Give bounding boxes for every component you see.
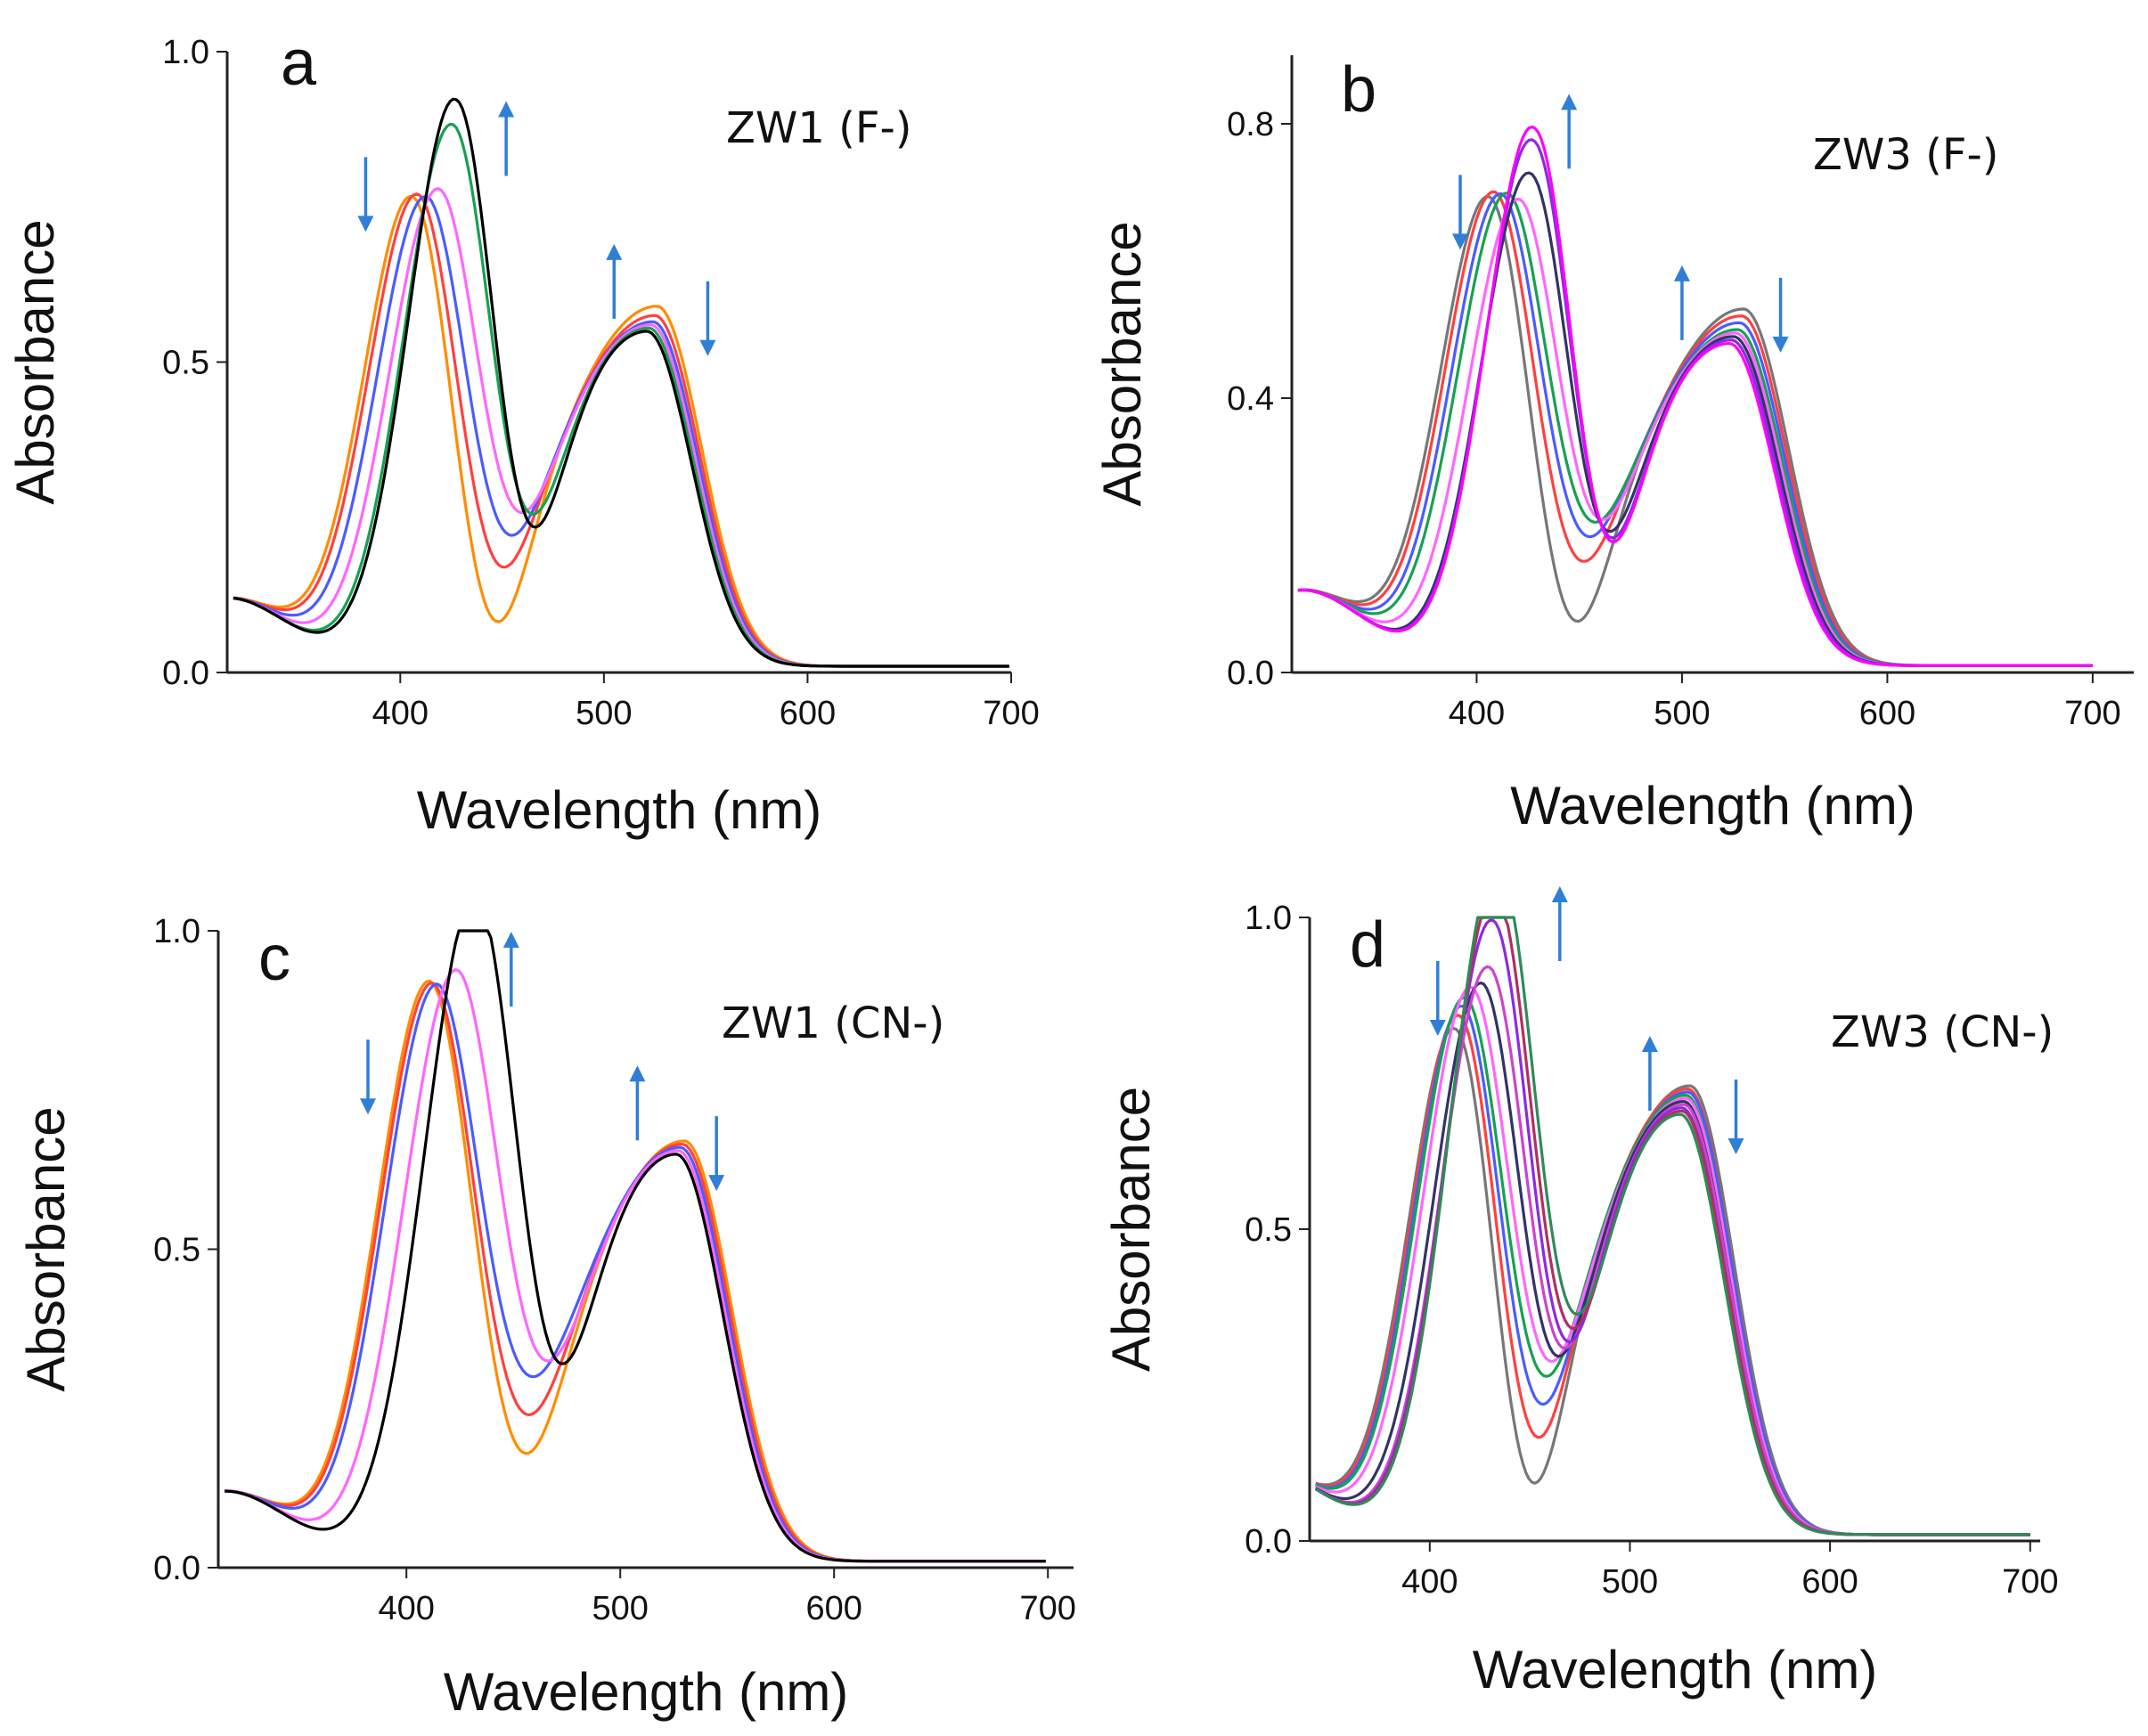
y-tick-label: 0.5 [162, 345, 209, 382]
y-tick-label: 0.0 [162, 655, 209, 692]
trend-arrow-down [708, 1116, 725, 1192]
trend-arrow-down [1772, 277, 1789, 353]
trend-arrow-down [1452, 175, 1468, 250]
series-line-step-4 [233, 122, 1009, 668]
y-tick-label: 1.0 [162, 34, 209, 71]
trend-arrow-up [1561, 94, 1578, 169]
series-line-0-eq [225, 979, 1046, 1563]
y-axis-title: Absorbance [5, 219, 65, 504]
panel-b: 400 500 600 700 0.0 0.4 0.8 Wavelength (nm) Abso… [1092, 54, 2134, 835]
series-line-excess [1314, 916, 2030, 1536]
x-tick-label: 500 [1602, 1563, 1658, 1601]
y-tick-label: 0.0 [153, 1550, 200, 1587]
y-tick-label: 0.5 [1245, 1211, 1292, 1249]
series-line-step-5 [1314, 981, 2030, 1536]
trend-arrow-down [699, 281, 716, 356]
y-tick-label: 0.5 [153, 1232, 200, 1269]
trend-arrow-up [629, 1065, 646, 1141]
y-tick-label: 0.0 [1245, 1523, 1292, 1561]
x-tick-label: 700 [2064, 695, 2120, 732]
panel-letter: b [1341, 54, 1376, 126]
compound-label: ZW3 (F-) [1813, 130, 1999, 180]
x-tick-label: 500 [1654, 695, 1710, 732]
trend-arrow-up [1673, 265, 1690, 340]
x-tick-label: 700 [2002, 1563, 2058, 1601]
y-axis-title: Absorbance [1101, 1087, 1161, 1372]
panel-letter: a [281, 28, 317, 99]
y-tick-label: 1.0 [153, 913, 200, 950]
panel-letter: c [258, 923, 290, 994]
panel-c: 400 500 600 700 0.0 0.5 1.0 Wavelength (nm) Abso… [16, 913, 1076, 1722]
x-tick-label: 600 [780, 695, 836, 732]
trend-arrow-down [360, 1039, 376, 1115]
x-axis-title: Wavelength (nm) [417, 780, 822, 840]
y-axis-title: Absorbance [16, 1106, 76, 1391]
trend-arrow-up [606, 243, 623, 319]
series-line-step-3 [225, 968, 1046, 1563]
x-tick-label: 500 [592, 1590, 648, 1627]
trend-arrow-down [1727, 1080, 1744, 1154]
x-tick-label: 600 [805, 1590, 862, 1627]
series-line-step-4 [1297, 197, 2093, 667]
x-tick-label: 700 [1019, 1590, 1075, 1627]
y-tick-label: 0.4 [1227, 380, 1274, 418]
x-tick-label: 400 [1449, 695, 1505, 732]
trend-arrow-up [498, 101, 515, 176]
series-line-excess [225, 929, 1046, 1563]
x-axis-title: Wavelength (nm) [444, 1662, 849, 1722]
x-axis-title: Wavelength (nm) [1473, 1640, 1878, 1699]
compound-label: ZW3 (CN-) [1831, 1007, 2054, 1057]
x-tick-label: 400 [378, 1590, 434, 1627]
x-tick-label: 500 [576, 695, 632, 732]
panel-d: 400 500 600 700 0.0 0.5 1.0 Wavelength (nm) Abso… [1101, 886, 2058, 1699]
panel-a: 400 500 600 700 0.0 0.5 1.0 Wavelength (nm) Abso… [5, 28, 1040, 840]
trend-arrow-up [502, 932, 519, 1007]
series-line-excess [233, 97, 1009, 668]
y-tick-label: 0.8 [1227, 106, 1274, 143]
x-tick-label: 600 [1801, 1563, 1858, 1601]
trend-arrow-down [1429, 961, 1446, 1036]
panel-letter: d [1350, 909, 1385, 981]
y-tick-label: 1.0 [1245, 900, 1292, 937]
trend-arrow-down [357, 157, 374, 232]
x-tick-label: 600 [1859, 695, 1915, 732]
series-line-excess [1297, 125, 2093, 667]
trend-arrow-up [1551, 886, 1568, 961]
x-axis-title: Wavelength (nm) [1510, 776, 1915, 835]
x-tick-label: 700 [983, 695, 1039, 732]
x-tick-label: 400 [372, 695, 429, 732]
trend-arrow-up [1641, 1036, 1658, 1111]
y-tick-label: 0.0 [1227, 655, 1274, 692]
x-tick-label: 400 [1401, 1563, 1458, 1601]
y-axis-title: Absorbance [1092, 221, 1152, 506]
series-line-step-6 [1297, 138, 2093, 667]
series-line-step-4 [1315, 985, 2030, 1536]
compound-label: ZW1 (CN-) [722, 998, 944, 1048]
compound-label: ZW1 (F-) [726, 103, 912, 153]
